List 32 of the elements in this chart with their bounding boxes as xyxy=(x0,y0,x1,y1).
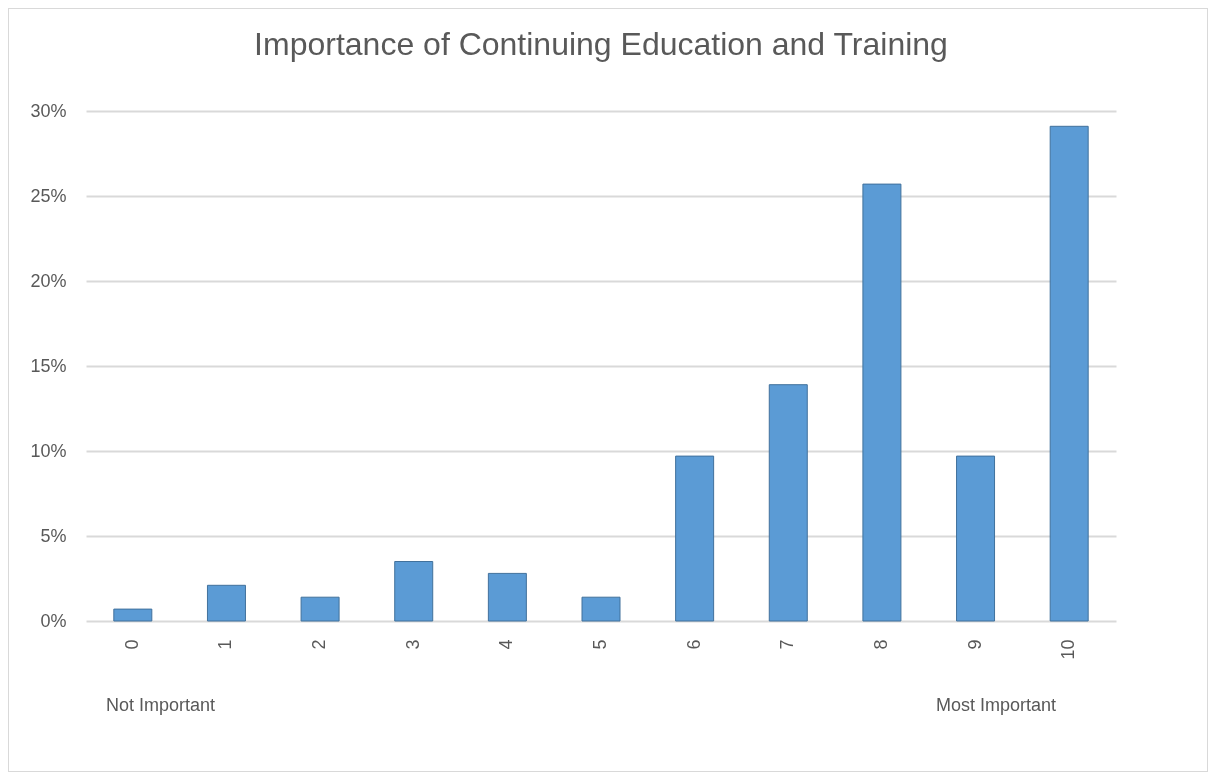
bar xyxy=(394,561,434,622)
bar xyxy=(956,455,996,622)
x-tick-label: 0 xyxy=(121,639,142,650)
x-tick-label: 7 xyxy=(777,639,798,650)
x-tick-label: 2 xyxy=(309,639,330,650)
y-tick-label: 5% xyxy=(40,525,67,546)
x-tick-label: 4 xyxy=(496,639,517,650)
bar xyxy=(768,384,808,622)
bar xyxy=(206,584,246,622)
bar xyxy=(581,596,621,622)
bar xyxy=(300,596,340,622)
bar xyxy=(113,608,153,622)
y-tick-label: 30% xyxy=(30,100,67,121)
x-tick-label: 3 xyxy=(402,639,423,650)
y-tick-label: 25% xyxy=(30,185,67,206)
x-tick-label: 8 xyxy=(870,639,891,650)
y-tick-label: 15% xyxy=(30,355,67,376)
bar xyxy=(862,183,902,622)
x-tick-label: 10 xyxy=(1058,639,1079,660)
text: Most Important xyxy=(935,695,1056,715)
text: Not Important xyxy=(106,695,216,715)
x-tick-label: 9 xyxy=(964,639,985,650)
y-tick-label: 0% xyxy=(40,610,67,631)
x-tick-label: 1 xyxy=(215,639,236,650)
bar xyxy=(675,455,715,622)
x-tick-label: 6 xyxy=(683,639,704,650)
x-tick-label: 5 xyxy=(590,639,610,650)
chart-title: Importance of Continuing Education and Training xyxy=(254,26,948,62)
y-tick-label: 10% xyxy=(30,440,67,461)
bar xyxy=(487,572,527,622)
y-tick-label: 20% xyxy=(30,270,67,291)
bar xyxy=(1049,125,1089,622)
